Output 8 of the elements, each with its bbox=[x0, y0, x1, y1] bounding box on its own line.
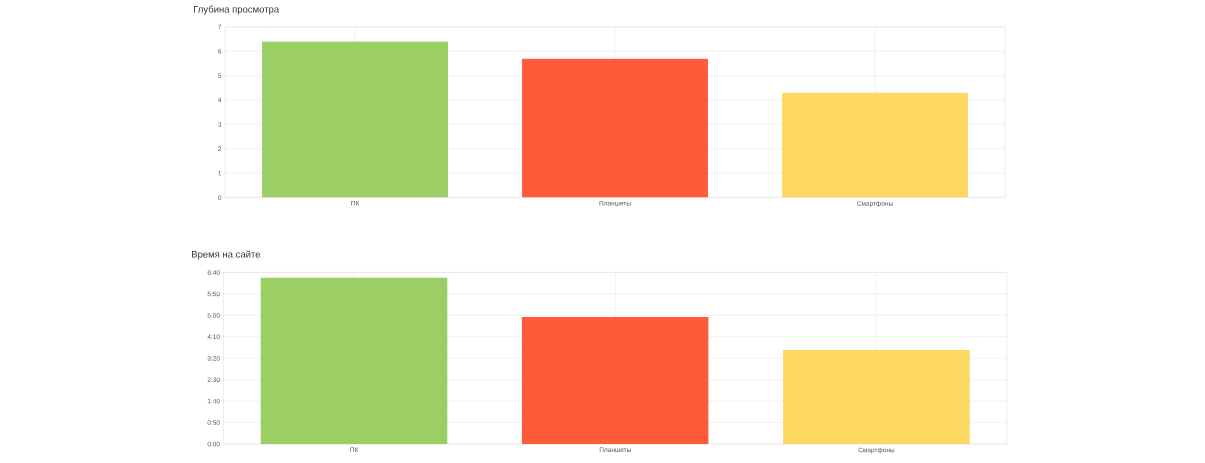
bar bbox=[522, 58, 708, 198]
chart-title: Время на сайте bbox=[192, 250, 261, 260]
bar bbox=[521, 317, 709, 444]
bar bbox=[260, 277, 448, 444]
bar bbox=[783, 350, 970, 444]
bar bbox=[782, 92, 968, 198]
chart-title: Глубина просмотра bbox=[194, 5, 280, 15]
bar bbox=[262, 41, 448, 198]
